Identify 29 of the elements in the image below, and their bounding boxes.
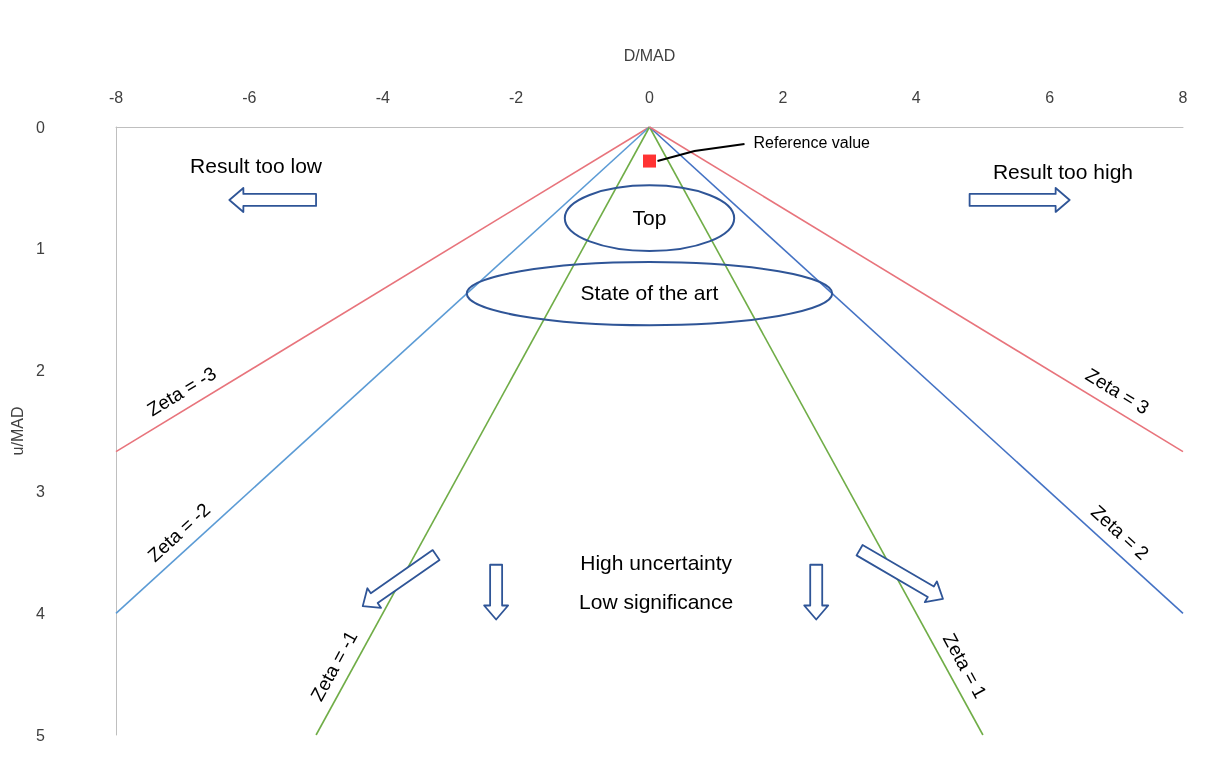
x-tick-label: 6 xyxy=(1045,88,1055,106)
annotation: Reference value xyxy=(753,134,871,152)
y-tick-label: 5 xyxy=(36,726,45,744)
x-tick-label: -2 xyxy=(509,88,524,106)
x-tick-label: -8 xyxy=(108,88,124,106)
x-tick-label: -4 xyxy=(375,88,390,106)
x-axis-title: D/MAD xyxy=(623,46,676,64)
x-tick-label: 8 xyxy=(1178,88,1188,106)
text: Zeta = -1 xyxy=(306,627,362,705)
annotation: Result too high xyxy=(992,159,1134,183)
annotation: Low significance xyxy=(579,590,734,614)
y-tick-label: 0 xyxy=(36,118,45,136)
annotation: High uncertainty xyxy=(580,551,733,575)
y-tick-label: 2 xyxy=(36,361,45,379)
x-tick-label: 0 xyxy=(645,88,655,106)
x-tick-label: -6 xyxy=(242,88,257,106)
y-tick-label: 4 xyxy=(36,604,45,622)
annotation: State of the art xyxy=(580,281,719,305)
x-tick-label: 2 xyxy=(778,88,788,106)
annotation: Top xyxy=(632,205,667,229)
text: Zeta = 3 xyxy=(1081,364,1153,419)
text: Zeta = 1 xyxy=(938,629,992,702)
x-tick-label: 4 xyxy=(911,88,921,106)
annotation: Result too low xyxy=(190,153,323,177)
text: Zeta = -3 xyxy=(143,362,220,421)
y-axis-title: u/MAD xyxy=(8,406,26,456)
y-tick-label: 3 xyxy=(36,483,45,501)
y-tick-label: 1 xyxy=(36,240,45,258)
text: Zeta = -2 xyxy=(143,498,215,566)
